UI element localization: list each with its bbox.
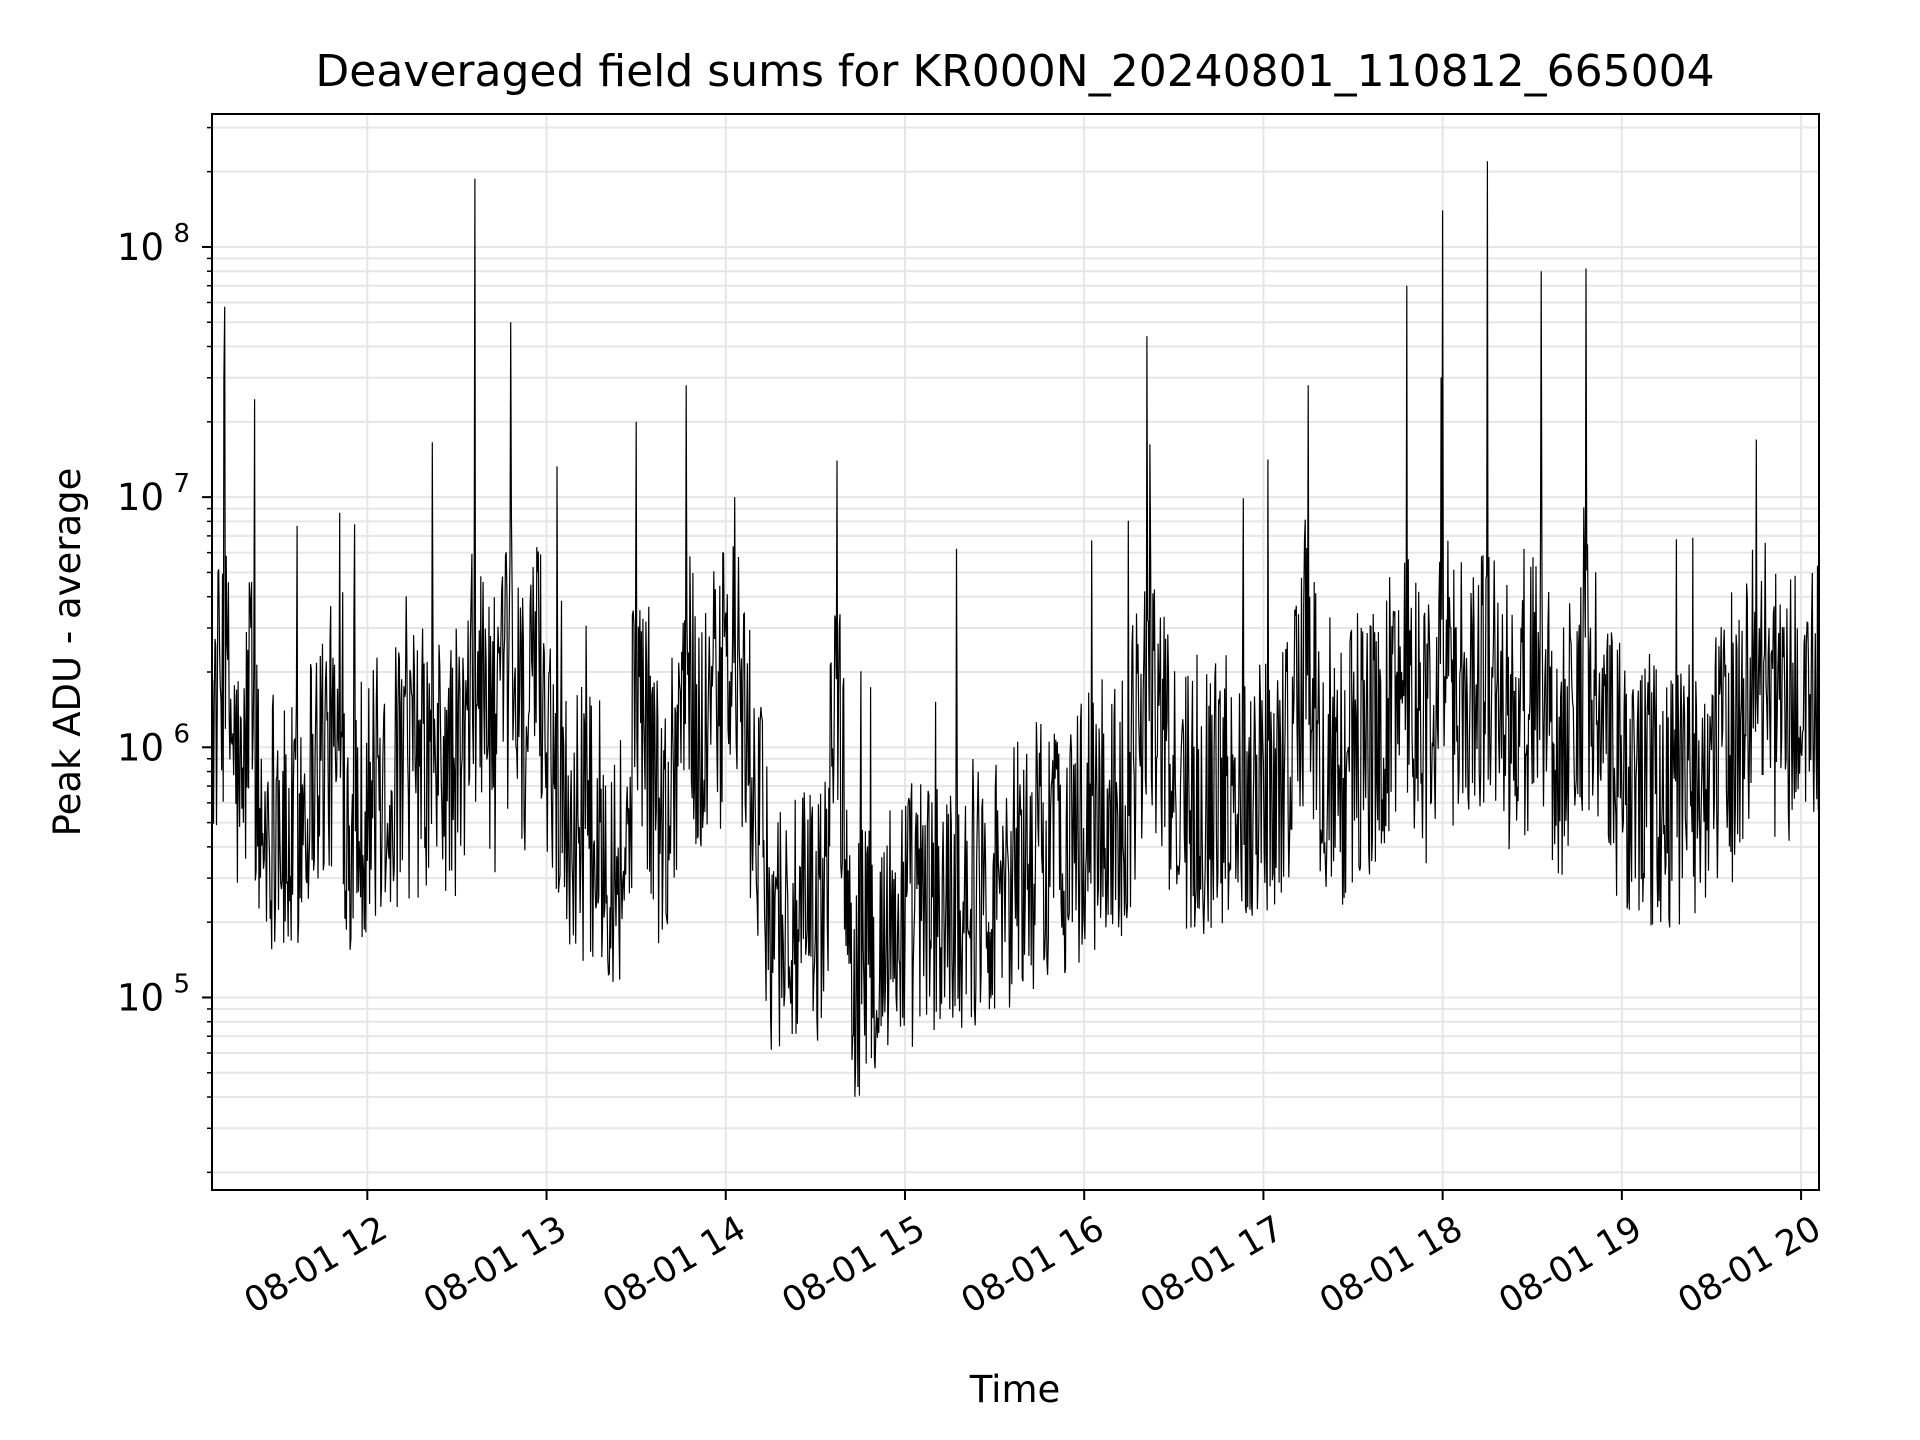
plot-area-frame	[211, 113, 1820, 1191]
y-tick-exponent: 6	[173, 719, 190, 749]
y-tick-exponent: 7	[173, 469, 190, 499]
y-tick-exponent: 5	[173, 969, 190, 999]
y-axis-label: Peak ADU - average	[46, 468, 89, 837]
x-axis-label: Time	[969, 1368, 1061, 1411]
series-trace-layer	[211, 161, 1820, 1097]
peak-adu-series-line	[211, 161, 1820, 1097]
y-tick-exponent: 8	[173, 219, 190, 249]
chart-title: Deaveraged field sums for KR000N_2024080…	[315, 46, 1714, 97]
